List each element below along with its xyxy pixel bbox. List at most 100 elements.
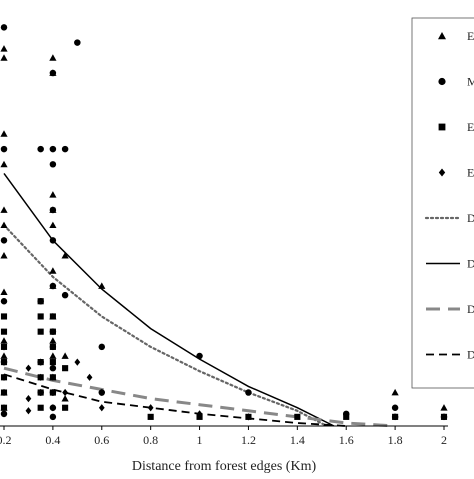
x-tick-label: 1.4 [290, 433, 305, 447]
data-point-triangle [0, 352, 8, 359]
data-point-square [392, 413, 399, 420]
data-point-diamond [245, 413, 252, 421]
data-point-diamond [1, 410, 7, 418]
fitted-line-long-dash-gray [3, 366, 396, 428]
data-point-triangle [49, 191, 57, 198]
data-point-circle [49, 413, 57, 421]
data-point-triangle [0, 54, 8, 61]
fitted-line-dashed [3, 373, 347, 427]
data-point-diamond [1, 343, 7, 351]
data-point-triangle [49, 221, 57, 229]
data-point-diamond [147, 404, 154, 412]
data-point-square [37, 328, 44, 335]
data-point-circle [49, 364, 57, 372]
data-point-circle [245, 389, 252, 396]
legend: E M E E D D D D [411, 17, 474, 389]
data-point-square [62, 404, 69, 411]
legend-marker-circle [438, 77, 446, 86]
data-points-group [0, 24, 448, 421]
data-point-triangle [0, 252, 8, 259]
data-point-diamond [1, 373, 7, 381]
data-point-triangle [49, 352, 57, 359]
data-point-diamond [86, 373, 93, 381]
data-point-square [0, 313, 8, 320]
legend-marker-triangle [438, 32, 446, 40]
x-tick-label: 1 [197, 433, 203, 447]
data-point-triangle [0, 206, 8, 213]
data-point-diamond [37, 373, 44, 381]
data-point-square [37, 404, 44, 411]
data-point-diamond [98, 404, 105, 412]
x-tick-label: 0.2 [0, 433, 12, 447]
data-point-circle [49, 237, 57, 244]
data-point-square [147, 413, 154, 420]
data-point-diamond [50, 373, 56, 381]
data-point-triangle [0, 337, 8, 344]
data-point-triangle [0, 160, 8, 168]
data-point-circle [49, 282, 57, 290]
legend-label: E [467, 29, 474, 43]
data-point-diamond [37, 358, 44, 366]
data-point-circle [0, 145, 8, 153]
data-point-diamond [98, 388, 105, 397]
data-point-diamond [1, 358, 7, 366]
data-point-triangle [49, 267, 57, 274]
x-tick-label: 1.6 [339, 433, 354, 447]
x-tick-label: 0.6 [94, 433, 109, 447]
data-point-circle [0, 298, 8, 305]
data-point-circle [61, 145, 69, 153]
data-point-circle [0, 24, 8, 31]
data-point-square [62, 365, 69, 372]
data-point-circle [61, 291, 69, 299]
x-tick-label: 0.8 [143, 433, 158, 447]
data-point-triangle [0, 130, 8, 137]
data-point-triangle [391, 388, 399, 396]
fitted-line-solid [3, 172, 335, 427]
data-point-circle [49, 145, 57, 153]
data-point-square [49, 328, 56, 335]
legend-box [411, 17, 474, 389]
legend-marker-square [438, 123, 446, 131]
data-point-square [0, 404, 8, 411]
legend-label: D [467, 257, 474, 271]
data-point-diamond [25, 407, 32, 415]
data-point-triangle [49, 54, 57, 61]
fitted-line-dotted [2, 224, 328, 428]
data-point-square [0, 328, 8, 335]
x-axis-title: Distance from forest edges (Km) [132, 459, 317, 474]
data-point-diamond [50, 404, 56, 412]
data-point-circle [49, 206, 57, 214]
data-point-diamond [50, 388, 56, 397]
data-point-circle [98, 343, 106, 351]
x-tick-label: 0.4 [45, 433, 60, 447]
legend-label: D [467, 348, 474, 362]
data-point-circle [74, 39, 81, 46]
data-point-square [49, 313, 56, 320]
legend-label: D [467, 211, 474, 225]
data-point-diamond [50, 358, 56, 366]
data-point-triangle [61, 252, 69, 259]
legend-marker-diamond [438, 168, 446, 177]
legend-label: E [467, 120, 474, 134]
data-point-square [440, 413, 448, 420]
data-point-diamond [1, 388, 7, 397]
data-point-triangle [61, 352, 69, 359]
data-point-square [49, 343, 56, 350]
data-point-triangle [49, 337, 57, 344]
data-point-diamond [74, 358, 81, 366]
data-point-square [343, 413, 350, 420]
data-point-circle [37, 145, 44, 153]
x-tick-label: 1.8 [388, 433, 403, 447]
data-point-circle [196, 352, 203, 360]
legend-label: D [467, 302, 474, 316]
x-tick-label: 2 [441, 433, 447, 447]
data-point-triangle [0, 221, 8, 229]
data-point-diamond [25, 395, 32, 403]
data-point-diamond [25, 364, 32, 372]
x-ticks-group: 0.2 0.4 0.6 0.8 1 1.2 1.4 1.6 1.8 2 [0, 426, 447, 447]
data-point-diamond [37, 388, 44, 397]
data-point-circle [49, 161, 57, 168]
data-point-square [294, 413, 301, 420]
data-point-diamond [62, 388, 68, 397]
data-point-triangle [98, 282, 106, 289]
